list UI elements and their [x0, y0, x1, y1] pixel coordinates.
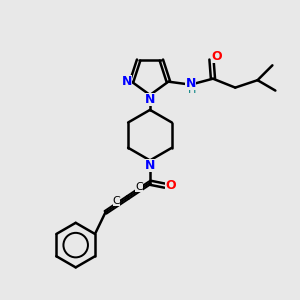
Text: O: O — [212, 50, 222, 63]
Text: C: C — [135, 182, 143, 192]
Text: N: N — [145, 93, 155, 106]
Text: N: N — [122, 75, 132, 88]
Text: N: N — [145, 159, 155, 172]
Text: H: H — [188, 85, 196, 95]
Text: O: O — [166, 179, 176, 192]
Text: C: C — [113, 196, 120, 206]
Text: N: N — [185, 77, 196, 90]
